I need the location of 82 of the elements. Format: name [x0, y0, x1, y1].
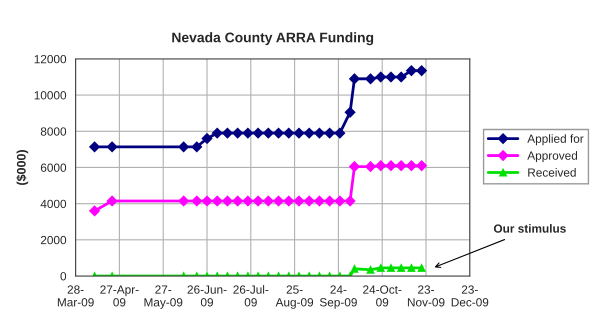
point: [349, 161, 360, 172]
point: [407, 264, 416, 272]
point: [375, 72, 386, 82]
point: [344, 196, 356, 206]
point: [242, 128, 254, 139]
point: [89, 141, 100, 152]
point: [349, 73, 360, 84]
y-tick-label: 10000: [34, 91, 66, 100]
point: [232, 128, 244, 139]
point: [273, 196, 284, 206]
point: [334, 128, 346, 139]
point: [212, 196, 223, 206]
point: [376, 264, 385, 272]
point: [375, 160, 386, 172]
point: [191, 196, 202, 206]
point: [396, 72, 407, 82]
chart-title: Nevada County ARRA Funding: [172, 32, 374, 46]
point: [344, 106, 356, 118]
point: [106, 196, 118, 206]
legend-label: Applied for: [527, 134, 584, 146]
point: [294, 196, 304, 206]
point: [252, 196, 264, 206]
y-axis-title: ($000): [16, 150, 28, 185]
y-tick-label: 4000: [40, 200, 66, 208]
y-tick-label: 8000: [40, 127, 66, 136]
y-tick-label: 0: [60, 272, 66, 280]
point: [397, 264, 406, 272]
point: [252, 128, 264, 139]
point: [386, 72, 396, 82]
point: [212, 128, 223, 139]
point: [314, 128, 325, 139]
x-tick-label: 23- Dec-09: [452, 285, 488, 306]
x-tick-label: 26-Jul- 09: [233, 285, 268, 306]
x-tick-label: 25- Aug-09: [276, 285, 314, 309]
point: [366, 266, 375, 274]
point: [273, 128, 284, 139]
point: [304, 128, 315, 139]
point: [232, 196, 244, 206]
y-tick-label: 6000: [40, 164, 66, 172]
point: [283, 196, 294, 206]
point: [365, 73, 376, 84]
point: [106, 141, 118, 152]
point: [262, 196, 274, 206]
point: [396, 160, 407, 172]
point: [283, 128, 294, 139]
x-tick-label: 28- Mar-09: [58, 285, 94, 306]
x-tick-label: 27-Apr- 09: [100, 285, 139, 306]
point: [386, 160, 396, 172]
point: [334, 196, 346, 206]
legend-label: Received: [528, 168, 576, 177]
point: [178, 141, 190, 152]
x-tick-label: 23- Nov-09: [408, 285, 444, 306]
point: [202, 196, 212, 206]
y-tick-label: 12000: [34, 54, 66, 64]
point: [202, 133, 212, 144]
point: [418, 264, 426, 272]
point: [178, 196, 190, 206]
point: [294, 128, 304, 139]
point: [324, 128, 336, 139]
point: [416, 160, 428, 172]
point: [304, 196, 315, 206]
text: Our stimulus: [494, 224, 566, 233]
point: [262, 128, 274, 139]
point: [314, 196, 325, 206]
x-tick-label: 26-Jun- 09: [188, 285, 226, 306]
point: [191, 141, 202, 152]
point: [386, 264, 395, 272]
y-tick-label: 2000: [40, 236, 66, 244]
point: [324, 196, 336, 206]
point: [89, 205, 100, 216]
x-tick-label: 24- Sep-09: [320, 285, 357, 309]
point: [365, 161, 376, 172]
x-tick-label: 27- May-09: [144, 285, 182, 309]
x-tick-label: 24-Oct- 09: [363, 285, 402, 306]
point: [406, 65, 417, 76]
legend-label: Approved: [527, 151, 578, 162]
point: [242, 196, 254, 206]
point: [406, 160, 417, 172]
point: [222, 196, 233, 206]
point: [350, 264, 358, 273]
point: [222, 128, 233, 139]
point: [416, 65, 428, 76]
